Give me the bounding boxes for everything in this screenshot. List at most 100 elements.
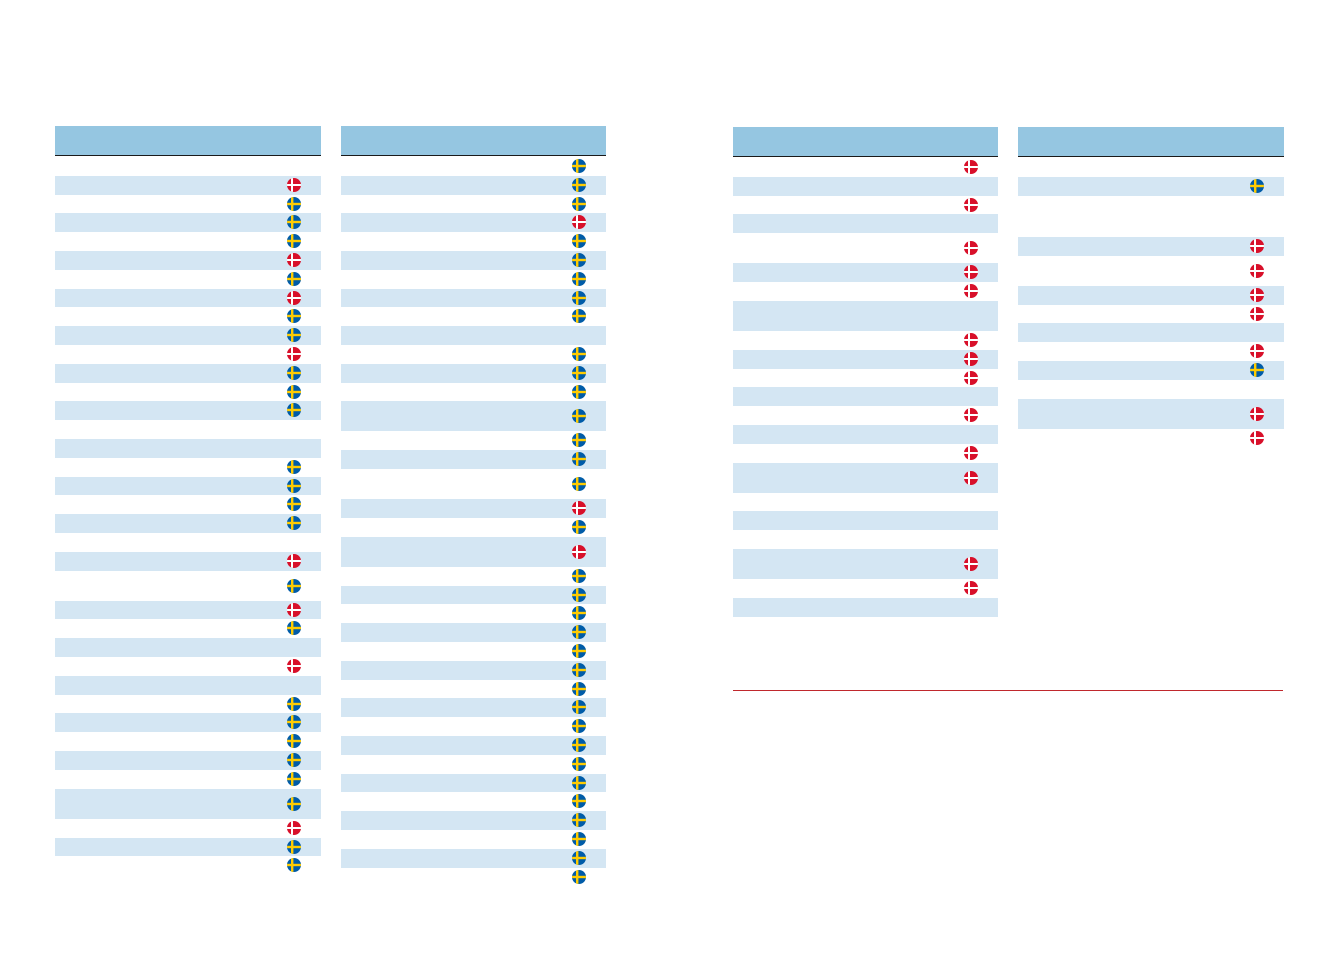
table-row bbox=[341, 736, 606, 755]
table-row bbox=[55, 533, 321, 552]
sweden-flag-icon bbox=[287, 753, 301, 768]
table-row bbox=[733, 406, 998, 425]
sweden-flag-icon bbox=[287, 215, 301, 230]
table-row bbox=[341, 792, 606, 811]
table-row bbox=[341, 698, 606, 718]
table-row bbox=[341, 157, 606, 176]
table-row bbox=[55, 713, 321, 733]
sweden-flag-icon bbox=[572, 159, 586, 173]
denmark-flag-icon bbox=[572, 544, 586, 559]
sweden-flag-icon bbox=[572, 347, 586, 361]
sweden-flag-icon bbox=[572, 832, 586, 847]
table-row bbox=[341, 604, 606, 623]
table-1 bbox=[55, 126, 321, 873]
table-row bbox=[341, 450, 606, 470]
table-row bbox=[733, 511, 998, 531]
sweden-flag-icon bbox=[1250, 178, 1264, 193]
sweden-flag-icon bbox=[287, 384, 301, 399]
sweden-flag-icon bbox=[572, 271, 586, 286]
table-row bbox=[1018, 398, 1284, 429]
sweden-flag-icon bbox=[287, 858, 301, 873]
table-header bbox=[55, 126, 321, 156]
table-row bbox=[341, 536, 606, 567]
table-row bbox=[55, 363, 321, 383]
table-row bbox=[1018, 342, 1284, 361]
table-row bbox=[1018, 285, 1284, 305]
table-row bbox=[55, 307, 321, 326]
table-row bbox=[55, 788, 321, 819]
denmark-flag-icon bbox=[964, 284, 978, 299]
table-row bbox=[1018, 361, 1284, 380]
table-row bbox=[341, 830, 606, 849]
denmark-flag-icon bbox=[287, 290, 301, 305]
table-row bbox=[341, 811, 606, 831]
table-row bbox=[55, 856, 321, 875]
sweden-flag-icon bbox=[287, 516, 301, 531]
table-row bbox=[1018, 380, 1284, 399]
denmark-flag-icon bbox=[1250, 238, 1264, 253]
table-row bbox=[341, 213, 606, 233]
table-row bbox=[341, 270, 606, 289]
table-row bbox=[341, 431, 606, 450]
table-row bbox=[55, 383, 321, 402]
sweden-flag-icon bbox=[572, 196, 586, 211]
table-row bbox=[733, 387, 998, 407]
table-row bbox=[733, 176, 998, 196]
table-row bbox=[1018, 256, 1284, 286]
sweden-flag-icon bbox=[572, 290, 586, 305]
table-row bbox=[341, 755, 606, 774]
sweden-flag-icon bbox=[572, 477, 586, 492]
table-row bbox=[55, 514, 321, 533]
table-row bbox=[341, 363, 606, 383]
section-divider-line bbox=[733, 690, 1283, 691]
table-row bbox=[55, 345, 321, 364]
denmark-flag-icon bbox=[1250, 430, 1264, 445]
table-row bbox=[733, 263, 998, 283]
table-row bbox=[55, 439, 321, 458]
table-header bbox=[341, 126, 606, 156]
table-row bbox=[341, 383, 606, 402]
table-row bbox=[341, 195, 606, 214]
denmark-flag-icon bbox=[964, 470, 978, 485]
denmark-flag-icon bbox=[964, 160, 978, 174]
sweden-flag-icon bbox=[572, 384, 586, 399]
sweden-flag-icon bbox=[572, 644, 586, 659]
sweden-flag-icon bbox=[287, 403, 301, 418]
sweden-flag-icon bbox=[287, 734, 301, 749]
table-row bbox=[733, 233, 998, 263]
table-3 bbox=[733, 127, 998, 617]
denmark-flag-icon bbox=[287, 659, 301, 674]
table-row bbox=[55, 232, 321, 251]
table-row bbox=[733, 493, 998, 512]
denmark-flag-icon bbox=[572, 215, 586, 230]
table-row bbox=[733, 300, 998, 331]
sweden-flag-icon bbox=[572, 775, 586, 790]
denmark-flag-icon bbox=[287, 602, 301, 617]
table-row bbox=[1018, 323, 1284, 343]
table-row bbox=[55, 175, 321, 195]
table-row bbox=[55, 288, 321, 308]
table-row bbox=[733, 444, 998, 463]
table-row bbox=[733, 214, 998, 234]
table-row bbox=[733, 196, 998, 215]
sweden-flag-icon bbox=[572, 177, 586, 192]
sweden-flag-icon bbox=[572, 869, 586, 884]
table-row bbox=[733, 282, 998, 301]
sweden-flag-icon bbox=[572, 681, 586, 696]
table-row bbox=[55, 213, 321, 233]
table-row bbox=[341, 307, 606, 326]
sweden-flag-icon bbox=[572, 452, 586, 467]
table-row bbox=[55, 657, 321, 676]
sweden-flag-icon bbox=[572, 234, 586, 249]
table-row bbox=[1018, 429, 1284, 448]
table-row bbox=[55, 675, 321, 695]
denmark-flag-icon bbox=[964, 241, 978, 256]
denmark-flag-icon bbox=[1250, 287, 1264, 302]
sweden-flag-icon bbox=[287, 771, 301, 786]
table-row bbox=[1018, 158, 1284, 177]
table-row bbox=[55, 600, 321, 620]
table-row bbox=[55, 819, 321, 838]
denmark-flag-icon bbox=[1250, 344, 1264, 359]
table-row bbox=[55, 638, 321, 658]
table-row bbox=[341, 773, 606, 793]
